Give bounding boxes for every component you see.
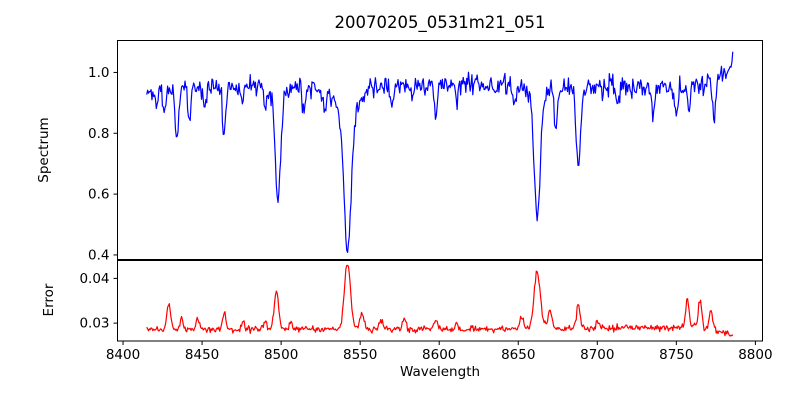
x-tick-label: 8800 <box>738 347 772 363</box>
x-tick-label: 8500 <box>264 347 298 363</box>
figure-title: 20070205_0531m21_051 <box>334 13 545 33</box>
x-tick-label: 8700 <box>580 347 614 363</box>
error-y-axis-label: Error <box>41 283 57 316</box>
data-layer <box>146 51 734 337</box>
ticks-layer: 8400 8450 8500 8550 8600 8650 8700 8750 8800 0.4 0… <box>79 65 772 363</box>
y-tick-label: 0.4 <box>88 247 109 263</box>
error-panel <box>117 260 763 342</box>
spectrum-panel <box>117 40 763 260</box>
x-axis-label: Wavelength <box>400 364 480 380</box>
x-tick-label: 8600 <box>422 347 456 363</box>
x-tick-label: 8750 <box>659 347 693 363</box>
x-tick-label: 8550 <box>343 347 377 363</box>
y-tick-label: 0.04 <box>79 271 109 287</box>
y-tick-label: 0.8 <box>88 126 109 142</box>
y-tick-label: 0.6 <box>88 187 109 203</box>
x-tick-label: 8650 <box>501 347 535 363</box>
spectrum-line <box>146 51 734 254</box>
error-line <box>146 264 734 337</box>
spectrum-y-axis-label: Spectrum <box>36 117 52 182</box>
y-tick-label: 0.03 <box>79 316 109 332</box>
x-tick-label: 8400 <box>106 347 140 363</box>
y-tick-label: 1.0 <box>88 65 109 81</box>
x-tick-label: 8450 <box>185 347 219 363</box>
